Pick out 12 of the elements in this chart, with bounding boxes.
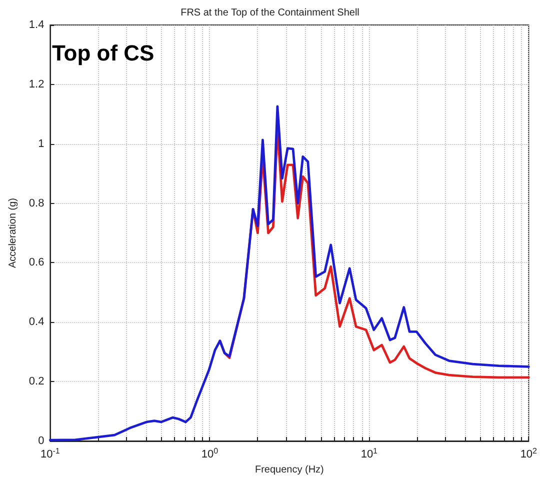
y-axis-title: Acceleration (g) [8,198,18,268]
y-tick-label: 1.4 [28,19,44,31]
y-tick-label: 1 [38,138,44,150]
y-tick-label: 0.6 [28,256,44,269]
y-tick-label: 0.2 [28,376,44,388]
annotation: Top of CS [52,40,154,66]
y-tick-label: 0.4 [28,316,44,328]
y-tick-label: 0 [38,435,44,447]
chart-title: FRS at the Top of the Containment Shell [180,8,360,18]
y-tick-label: 1.2 [28,78,44,90]
x-axis-title: Frequency (Hz) [254,464,324,476]
y-tick-label: 0.8 [28,197,44,210]
